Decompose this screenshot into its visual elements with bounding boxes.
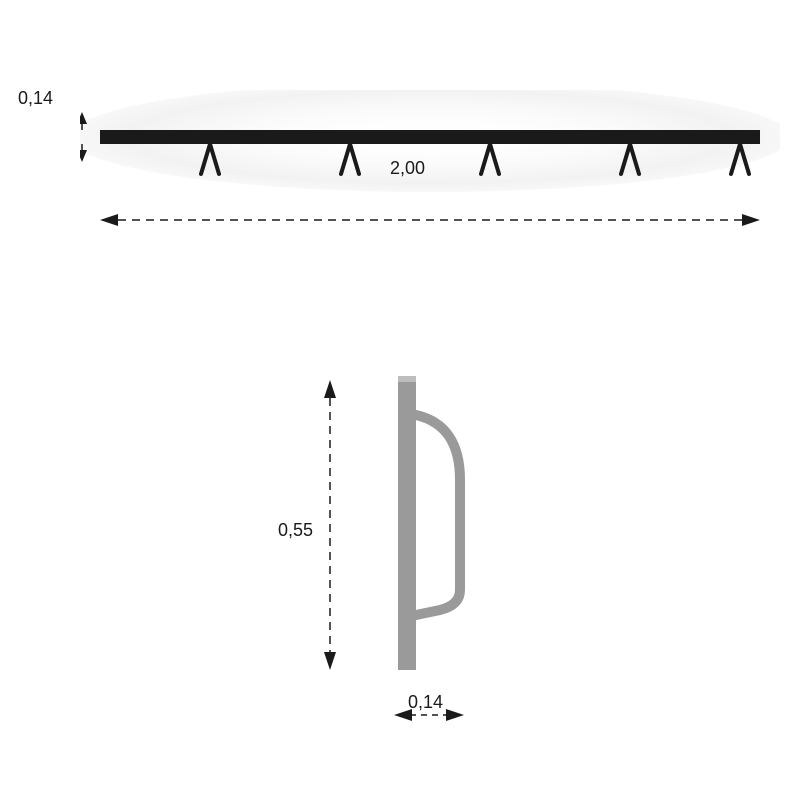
bar xyxy=(100,130,760,144)
dim-width xyxy=(100,214,760,226)
dim-width-label: 2,00 xyxy=(390,158,425,179)
dim-height-label: 0,55 xyxy=(278,520,313,541)
top-view-svg xyxy=(80,90,780,270)
panel xyxy=(398,380,416,670)
panel-cap xyxy=(398,376,416,382)
hook-profile xyxy=(416,415,460,615)
dim-thickness-label: 0,14 xyxy=(18,88,53,109)
dim-height xyxy=(324,380,336,670)
dim-depth-label: 0,14 xyxy=(408,692,443,713)
